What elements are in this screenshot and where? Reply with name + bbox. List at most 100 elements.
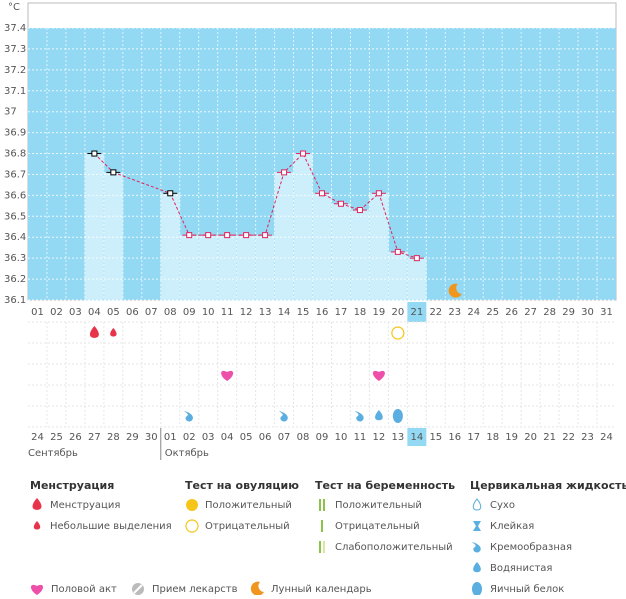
temp-bar [103, 171, 124, 301]
x-tick-label: 07 [145, 307, 158, 318]
x-tick-label: 30 [581, 307, 594, 318]
legend-label: Отрицательный [205, 521, 290, 532]
temp-bar [312, 192, 332, 301]
x-tick-label: 27 [524, 307, 537, 318]
x-tick-label: 06 [126, 307, 139, 318]
y-tick-label: 36.6 [4, 190, 26, 201]
moon-icon [250, 581, 264, 596]
cycle-date: 12 [373, 432, 386, 443]
temp-point [224, 232, 231, 239]
legend-label: Небольшие выделения [50, 521, 172, 532]
x-tick-label: 14 [278, 307, 291, 318]
cycle-date: 08 [297, 432, 310, 443]
x-tick-label: 19 [373, 307, 386, 318]
cycle-date: 13 [392, 432, 405, 443]
fluid-egg [392, 409, 403, 423]
temp-point [413, 255, 420, 262]
cycle-date: 10 [335, 432, 348, 443]
x-tick-label: 08 [164, 307, 177, 318]
temp-point [205, 232, 212, 239]
cycle-date: 19 [505, 432, 518, 443]
x-tick-label: 11 [221, 307, 234, 318]
ovu-pos [186, 499, 198, 511]
temp-point [186, 232, 193, 239]
cycle-date: 07 [278, 432, 291, 443]
x-tick-label: 21 [410, 307, 423, 318]
y-tick-label: 37.3 [4, 44, 26, 55]
legend-label: Положительный [335, 500, 422, 511]
y-tick-label: 36.9 [4, 128, 26, 139]
temp-point [91, 150, 98, 157]
today-box [407, 428, 427, 446]
heart-icon [372, 370, 385, 381]
fluid-dry [472, 498, 482, 511]
temp-point [262, 232, 269, 239]
temp-point [243, 232, 250, 239]
today-box [407, 302, 427, 322]
cycle-date: 16 [448, 432, 461, 443]
month-label: Октябрь [165, 448, 209, 459]
cycle-date: 22 [562, 432, 575, 443]
cycle-date: 30 [145, 432, 158, 443]
temp-bar [368, 192, 389, 301]
cycle-date: 20 [524, 432, 537, 443]
temp-bar [387, 251, 408, 301]
x-tick-label: 20 [392, 307, 405, 318]
cycle-date: 23 [581, 432, 594, 443]
preg [323, 541, 325, 553]
y-tick-label: 36.5 [4, 211, 26, 222]
y-tick-label: 37 [4, 107, 17, 118]
temp-bar [217, 234, 238, 301]
temp-point [319, 190, 325, 197]
ovu-neg [185, 519, 199, 533]
cycle-date: 15 [429, 432, 442, 443]
temp-point [394, 248, 401, 255]
temp-point [167, 190, 174, 197]
cycle-date: 06 [259, 432, 272, 443]
drop-icon [110, 328, 117, 337]
legend-label: Сухо [490, 500, 515, 511]
cycle-date: 26 [69, 432, 82, 443]
cycle-date: 21 [543, 432, 556, 443]
cycle-date: 14 [410, 432, 423, 443]
y-tick-label: 37.1 [4, 86, 26, 97]
temp-bar [236, 234, 257, 301]
legend-title: Менструация [30, 479, 114, 492]
cycle-date: 27 [88, 432, 101, 443]
drop-icon [89, 326, 99, 338]
legend-label: Клейкая [490, 521, 534, 532]
cycle-date: 05 [240, 432, 253, 443]
x-tick-label: 23 [448, 307, 461, 318]
x-tick-label: 22 [429, 307, 442, 318]
x-tick-label: 09 [183, 307, 196, 318]
cycle-date: 24 [600, 432, 613, 443]
temp-bar [349, 209, 370, 301]
x-tick-label: 24 [467, 307, 480, 318]
x-tick-label: 13 [259, 307, 272, 318]
x-tick-label: 16 [316, 307, 329, 318]
moon-icon [448, 283, 462, 298]
legend-title: Тест на овуляцию [185, 479, 299, 492]
y-tick-label: 37.2 [4, 65, 26, 76]
temp-bar [84, 153, 105, 301]
x-tick-label: 02 [50, 307, 63, 318]
legend-label: Отрицательный [335, 521, 420, 532]
fluid-creamy [472, 542, 481, 553]
temp-point [375, 190, 382, 197]
x-tick-label: 28 [543, 307, 556, 318]
cycle-date: 29 [126, 432, 139, 443]
fluid-creamy [184, 411, 193, 422]
fluid-creamy [279, 411, 288, 422]
cycle-date: 04 [221, 432, 234, 443]
x-tick-label: 04 [88, 307, 101, 318]
x-tick-label: 26 [505, 307, 518, 318]
temp-bar [198, 234, 219, 301]
cycle-date: 01 [164, 432, 177, 443]
x-tick-label: 15 [297, 307, 310, 318]
legend-label: Менструация [50, 500, 120, 511]
y-tick-label: 36.2 [4, 274, 26, 285]
x-tick-label: 12 [240, 307, 253, 318]
preg [321, 520, 323, 532]
y-tick-label: 36.4 [4, 232, 26, 243]
